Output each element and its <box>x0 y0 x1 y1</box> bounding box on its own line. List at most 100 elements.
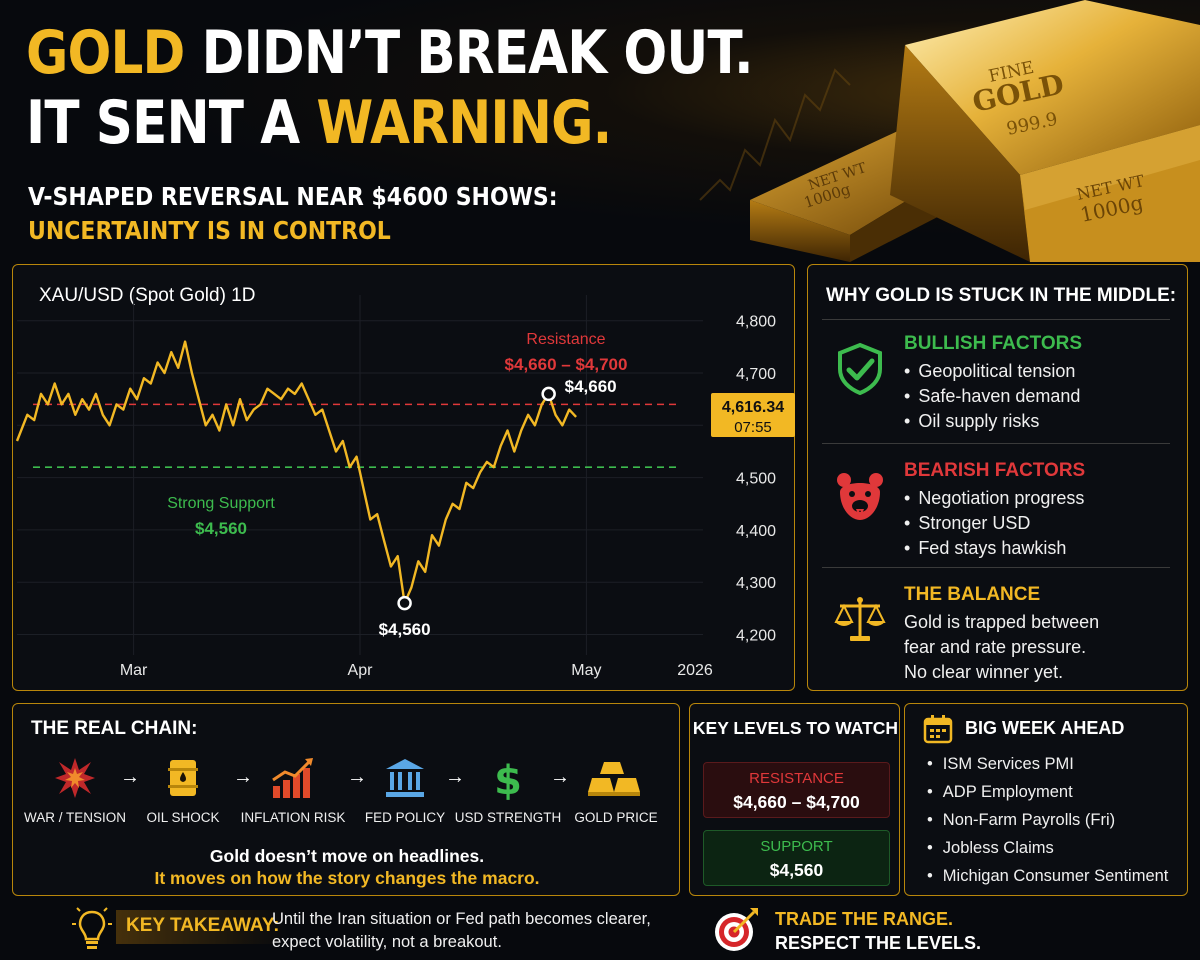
list-item: Oil supply risks <box>904 409 1080 434</box>
chain-step-oil: OIL SHOCK <box>125 756 241 825</box>
rising-bars-icon <box>272 758 313 798</box>
low-label: $4,560 <box>379 620 431 639</box>
bearish-title: BEARISH FACTORS <box>904 460 1086 481</box>
support-chart-value: $4,560 <box>195 519 247 538</box>
y-tick-label: 4,300 <box>736 575 776 592</box>
resistance-chart-label: Resistance <box>526 331 605 348</box>
subheadline: V-SHAPED REVERSAL NEAR $4600 SHOWS: UNCE… <box>28 180 558 248</box>
bullish-title: BULLISH FACTORS <box>904 333 1083 354</box>
big-week-panel: BIG WEEK AHEAD ISM Services PMI ADP Empl… <box>904 703 1188 896</box>
y-tick-label: 4,500 <box>736 471 776 488</box>
shield-check-icon <box>838 342 882 396</box>
arrow-icon: → <box>347 766 367 788</box>
list-item: Michigan Consumer Sentiment <box>927 862 1169 890</box>
bullish-section: BULLISH FACTORS Geopolitical tension Saf… <box>828 333 1178 443</box>
chain-note-line-1: Gold doesn’t move on headlines. <box>209 846 485 866</box>
x-tick-label: 2026 <box>677 662 713 679</box>
high-marker <box>541 386 556 402</box>
scales-icon <box>834 597 886 641</box>
chain-panel: THE REAL CHAIN: WAR / TENSION → OIL SHOC… <box>12 703 680 896</box>
resistance-label: RESISTANCE <box>749 770 844 787</box>
chain-label: INFLATION RISK <box>240 810 346 825</box>
list-item: Non-Farm Payrolls (Fri) <box>927 806 1168 834</box>
support-label: SUPPORT <box>760 838 833 855</box>
bearish-section: BEARISH FACTORS Negotiation progress Str… <box>828 460 1178 570</box>
support-chart-label: Strong Support <box>167 495 275 512</box>
bank-icon <box>386 759 424 797</box>
gold-bars-image: NET WT 1000g FINE GOLD 999.9 NET WT 1000… <box>699 0 1200 262</box>
headline-accent-gold: GOLD <box>26 18 185 88</box>
y-tick-label: 4,200 <box>736 628 776 645</box>
bearish-list: Negotiation progress Stronger USD Fed st… <box>904 486 1084 561</box>
chain-step-inflation: INFLATION RISK <box>235 756 351 825</box>
price-chart: XAU/USD (Spot Gold) 1D Resistance $4,660 … <box>15 285 795 679</box>
list-item: Safe-haven demand <box>904 384 1080 409</box>
dollar-icon: $ <box>494 758 522 800</box>
svg-text:$: $ <box>494 758 522 800</box>
price-tag-value: 4,616.34 <box>722 399 784 416</box>
chain-step-fed: FED POLICY <box>347 756 463 825</box>
calendar-icon <box>923 715 953 744</box>
list-item: Stronger USD <box>904 511 1084 536</box>
arrow-icon: → <box>233 766 253 788</box>
subheadline-line-2: UNCERTAINTY IS IN CONTROL <box>28 216 391 245</box>
support-value: $4,560 <box>769 860 824 880</box>
gold-bars-icon <box>588 762 640 796</box>
x-tick-label: Mar <box>120 662 148 679</box>
footer: KEY TAKEAWAY: Until the Iran situation o… <box>0 900 1200 960</box>
support-box: SUPPORT $4,560 <box>703 830 890 886</box>
takeaway-text: Until the Iran situation or Fed path bec… <box>272 908 651 954</box>
headline-line-1-rest: DIDN’T BREAK OUT. <box>184 18 754 88</box>
list-item: Negotiation progress <box>904 486 1084 511</box>
x-tick-label: Apr <box>348 662 374 679</box>
why-panel: WHY GOLD IS STUCK IN THE MIDDLE: BULLISH… <box>807 264 1188 691</box>
balance-text: Gold is trapped between fear and rate pr… <box>904 610 1099 685</box>
balance-line: Gold is trapped between <box>904 612 1100 632</box>
takeaway-line: Until the Iran situation or Fed path bec… <box>272 910 651 928</box>
low-marker <box>397 595 412 611</box>
target-icon <box>715 908 758 951</box>
big-week-list: ISM Services PMI ADP Employment Non-Farm… <box>927 750 1169 890</box>
list-item: Jobless Claims <box>927 834 1168 862</box>
balance-section: THE BALANCE Gold is trapped between fear… <box>828 584 1178 684</box>
resistance-value: $4,660 – $4,700 <box>733 792 860 812</box>
chart-panel: XAU/USD (Spot Gold) 1D Resistance $4,660 … <box>12 264 795 691</box>
chain-step-gold: GOLD PRICE <box>558 756 674 825</box>
divider <box>822 443 1170 444</box>
price-line <box>15 340 577 605</box>
key-levels-title: KEY LEVELS TO WATCH <box>692 718 899 738</box>
balance-title: THE BALANCE <box>904 584 1041 605</box>
list-item: ADP Employment <box>927 778 1168 806</box>
chain-step-war: WAR / TENSION <box>17 756 133 825</box>
takeaway-line: expect volatility, not a breakout. <box>272 933 502 951</box>
cta: TRADE THE RANGE. RESPECT THE LEVELS. <box>775 907 981 955</box>
lightbulb-icon <box>72 907 112 949</box>
arrow-icon: → <box>445 766 465 788</box>
balance-line: fear and rate pressure. <box>904 637 1087 657</box>
y-tick-label: 4,800 <box>736 314 776 331</box>
cta-line-1: TRADE THE RANGE. <box>775 909 954 929</box>
headline-accent-warning: WARNING. <box>316 88 612 158</box>
headline-line-2-rest: IT SENT A <box>26 88 317 158</box>
bullish-list: Geopolitical tension Safe-haven demand O… <box>904 359 1080 434</box>
divider <box>822 319 1170 320</box>
chain-label: GOLD PRICE <box>574 810 658 825</box>
resistance-chart-range: $4,660 – $4,700 <box>505 355 628 374</box>
bear-icon <box>837 473 883 520</box>
price-tag <box>711 392 795 437</box>
high-label: $4,660 <box>565 377 617 396</box>
cta-line-2: RESPECT THE LEVELS. <box>775 933 982 953</box>
big-week-title: BIG WEEK AHEAD <box>965 718 1125 738</box>
explosion-icon <box>55 758 95 798</box>
y-tick-label: 4,700 <box>736 366 776 383</box>
chart-title: XAU/USD (Spot Gold) 1D <box>39 285 255 306</box>
headline-line-2: IT SENT A WARNING. <box>26 88 753 158</box>
divider <box>822 567 1170 568</box>
y-tick-label: 4,400 <box>736 523 776 540</box>
chain-label: FED POLICY <box>364 810 446 825</box>
key-levels-panel: KEY LEVELS TO WATCH RESISTANCE $4,660 – … <box>689 703 900 896</box>
chain-label: OIL SHOCK <box>146 810 220 825</box>
list-item: Geopolitical tension <box>904 359 1080 384</box>
headline: GOLD DIDN’T BREAK OUT. IT SENT A WARNING… <box>26 18 754 158</box>
headline-line-1: GOLD DIDN’T BREAK OUT. <box>26 18 754 88</box>
